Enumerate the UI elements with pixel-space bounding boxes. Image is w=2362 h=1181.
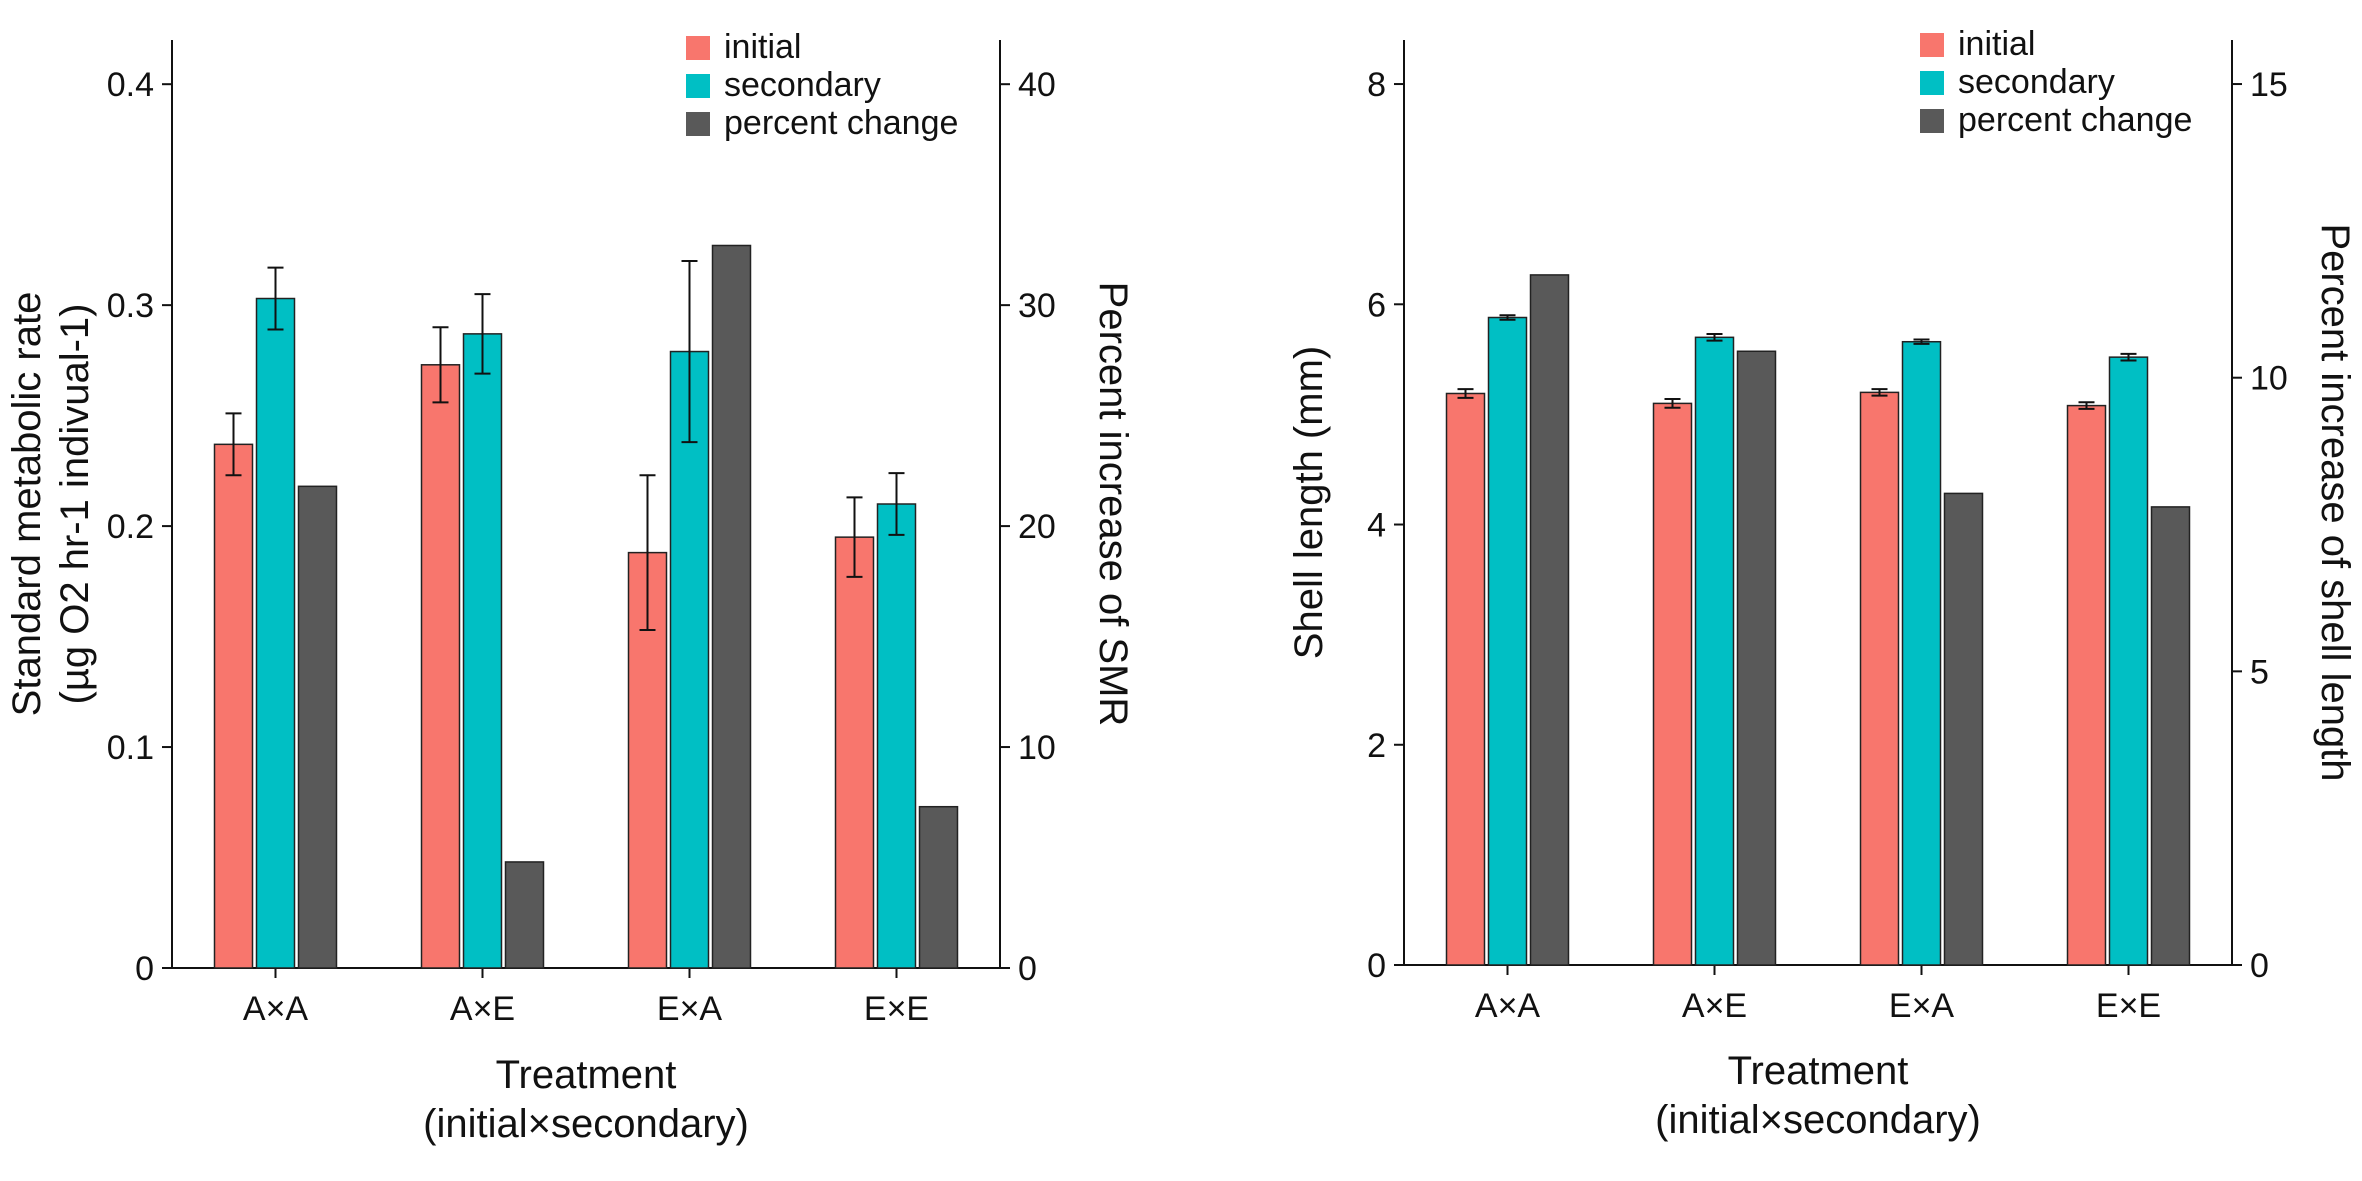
x-tick-label: A×A	[243, 990, 309, 1028]
x-tick-label: E×A	[657, 990, 723, 1028]
bar-secondary	[1901, 340, 1942, 966]
error-bar	[1457, 388, 1474, 399]
error-bar	[888, 472, 905, 536]
bar-secondary	[462, 333, 503, 969]
x-tick-label: A×E	[1682, 987, 1747, 1025]
error-bar	[639, 474, 656, 631]
y-right-axis-title: Percent increase of SMR	[1091, 282, 1135, 727]
y-tick-label: 0	[135, 950, 154, 988]
error-bar	[267, 266, 284, 331]
error-bar	[2120, 352, 2137, 362]
legend-label: initial	[724, 28, 801, 66]
bar-secondary	[255, 297, 296, 969]
bar-percent-change	[2150, 506, 2191, 966]
legend-label: secondary	[1958, 63, 2115, 101]
y-right-tick-label: 20	[1018, 508, 1056, 546]
bar-percent-change	[504, 861, 545, 969]
legend-swatch	[686, 36, 710, 60]
y-right-axis-title: Percent increase of shell length	[2313, 223, 2357, 781]
x-tick-label: A×E	[450, 990, 515, 1028]
bar-percent-change	[297, 485, 338, 969]
bar-secondary	[2108, 356, 2149, 966]
legend-swatch	[1920, 33, 1944, 57]
bar-percent-change	[1529, 274, 1570, 966]
y-right-tick-label: 5	[2250, 653, 2269, 691]
bar-initial	[1652, 402, 1693, 966]
error-bar	[2078, 401, 2095, 410]
y-right-tick-label: 0	[2250, 947, 2269, 985]
y-axis-title: Shell length (mm)	[1287, 346, 1331, 659]
chart-panel-1: 0 0.1 0.2 0.3 0.4 0 10 20 30 40 A×A A×E E×A E×E Treatm…	[5, 28, 1135, 1146]
y-right-tick-label: 40	[1018, 66, 1056, 104]
error-bar	[1706, 333, 1723, 342]
error-bar	[1664, 397, 1681, 409]
y-tick-label: 6	[1367, 286, 1386, 324]
y-right-tick-label: 0	[1018, 950, 1037, 988]
bar-percent-change	[1943, 492, 1984, 966]
y-tick-label: 0	[1367, 947, 1386, 985]
error-bar	[1913, 338, 1930, 345]
x-axis-title: (initial×secondary)	[423, 1102, 749, 1146]
error-bar	[1871, 388, 1888, 397]
y-right-tick-label: 10	[2250, 360, 2288, 398]
legend-swatch	[686, 74, 710, 98]
bar-initial	[213, 443, 254, 969]
y-right-tick-label: 10	[1018, 729, 1056, 767]
x-axis-title: Treatment	[1728, 1049, 1909, 1093]
bar-initial	[2066, 404, 2107, 966]
x-tick-label: E×A	[1889, 987, 1955, 1025]
bar-percent-change	[918, 805, 959, 969]
legend-label: percent change	[1958, 101, 2192, 139]
error-bar	[432, 326, 449, 404]
x-tick-label: E×E	[864, 990, 929, 1028]
bar-initial	[1445, 392, 1486, 966]
bar-secondary	[1694, 336, 1735, 966]
error-bar	[225, 412, 242, 477]
y-tick-label: 0.2	[107, 508, 154, 546]
error-bar	[474, 293, 491, 375]
bar-initial	[1859, 391, 1900, 966]
legend-swatch	[686, 112, 710, 136]
y-axis-title: Standard metabolic rate	[5, 292, 49, 717]
legend-swatch	[1920, 71, 1944, 95]
y-tick-label: 2	[1367, 727, 1386, 765]
bar-initial	[420, 364, 461, 969]
y-tick-label: 0.4	[107, 66, 154, 104]
legend-label: initial	[1958, 25, 2035, 63]
bar-secondary	[1487, 316, 1528, 966]
chart-panel-2: 0 2 4 6 8 0 5 10 15 A×A A×E E×A E×E Treatment (initial…	[1287, 25, 2357, 1142]
y-tick-label: 8	[1367, 66, 1386, 104]
bar-initial	[834, 536, 875, 969]
bar-percent-change	[1736, 350, 1777, 966]
error-bar	[846, 496, 863, 578]
y-tick-label: 0.3	[107, 287, 154, 325]
y-tick-label: 4	[1367, 507, 1386, 545]
y-right-tick-label: 30	[1018, 287, 1056, 325]
x-axis-title: (initial×secondary)	[1655, 1098, 1981, 1142]
legend-label: secondary	[724, 66, 881, 104]
y-axis-title: (µg O2 hr-1 indivual-1)	[53, 304, 97, 705]
y-right-tick-label: 15	[2250, 66, 2288, 104]
legend-label: percent change	[724, 104, 958, 142]
x-tick-label: E×E	[2096, 987, 2161, 1025]
x-tick-label: A×A	[1475, 987, 1541, 1025]
error-bar	[1499, 314, 1516, 321]
x-axis-title: Treatment	[496, 1053, 677, 1097]
error-bar	[681, 259, 698, 444]
bar-secondary	[876, 503, 917, 969]
bar-percent-change	[711, 244, 752, 969]
bar-secondary	[669, 350, 710, 969]
y-tick-label: 0.1	[107, 729, 154, 767]
legend-swatch	[1920, 109, 1944, 133]
